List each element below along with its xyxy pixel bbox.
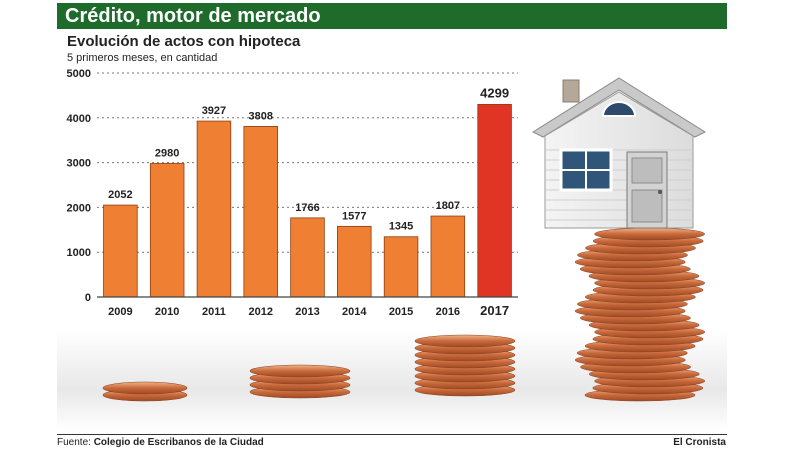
x-axis-labels: 2009 2010 2011 2012 2013 2014 2015 2016 2017: [108, 303, 509, 318]
y-tick-label: 4000: [67, 113, 91, 125]
bar-2009: [103, 204, 138, 298]
coin: [249, 364, 351, 378]
value-labels: 2052 2980 3927 3808 1766 1577 1345 1807 4299: [108, 85, 509, 232]
x-tick-label-2010: 2010: [155, 306, 179, 318]
brand-label: El Cronista: [673, 437, 726, 448]
y-tick-label: 3000: [67, 158, 91, 170]
chart-title: Evolución de actos con hipoteca: [67, 33, 301, 50]
y-axis-ticks: 0 1000 2000 3000 4000 5000: [67, 68, 91, 304]
value-label-2009: 2052: [108, 189, 132, 201]
coin: [414, 334, 516, 348]
bar-2014: [337, 225, 372, 298]
y-tick-label: 0: [85, 292, 91, 304]
x-tick-label-2011: 2011: [202, 306, 226, 318]
bar-2015: [383, 236, 419, 298]
x-tick-label-2014: 2014: [342, 306, 367, 318]
coin-stacks: [102, 227, 706, 402]
bar-2010: [149, 163, 185, 298]
x-tick-label-2013: 2013: [295, 306, 319, 318]
house-icon: [531, 77, 707, 229]
value-label-2017: 4299: [480, 85, 509, 100]
title-bar: Crédito, motor de mercado: [57, 3, 727, 29]
page-title: Crédito, motor de mercado: [65, 5, 321, 27]
value-label-2016: 1807: [436, 200, 460, 212]
x-tick-label-2009: 2009: [108, 306, 132, 318]
value-label-2011: 3927: [202, 105, 226, 117]
footer-divider: [57, 434, 727, 435]
y-tick-label: 1000: [67, 247, 91, 259]
y-tick-label: 5000: [67, 68, 91, 80]
bar-2017: [477, 104, 512, 298]
value-label-2010: 2980: [155, 147, 179, 159]
x-tick-label-2015: 2015: [389, 306, 413, 318]
bar-2013: [290, 217, 325, 298]
bar-2016: [430, 215, 466, 298]
coin: [102, 381, 188, 395]
x-tick-label-2012: 2012: [248, 306, 272, 318]
value-label-2013: 1766: [295, 202, 319, 214]
bar-2012: [243, 126, 278, 298]
chart-subtitle: 5 primeros meses, en cantidad: [67, 52, 218, 64]
x-tick-label-2016: 2016: [436, 306, 460, 318]
value-label-2015: 1345: [389, 221, 413, 233]
value-label-2014: 1577: [342, 210, 366, 222]
value-label-2012: 3808: [248, 110, 272, 122]
source-note: Fuente: Colegio de Escribanos de la Ciud…: [57, 437, 264, 448]
bar-2011: [196, 120, 232, 298]
y-tick-label: 2000: [67, 202, 91, 214]
source-prefix: Fuente:: [57, 437, 91, 448]
source-name: Colegio de Escribanos de la Ciudad: [93, 437, 264, 448]
x-tick-label-2017: 2017: [480, 303, 509, 318]
